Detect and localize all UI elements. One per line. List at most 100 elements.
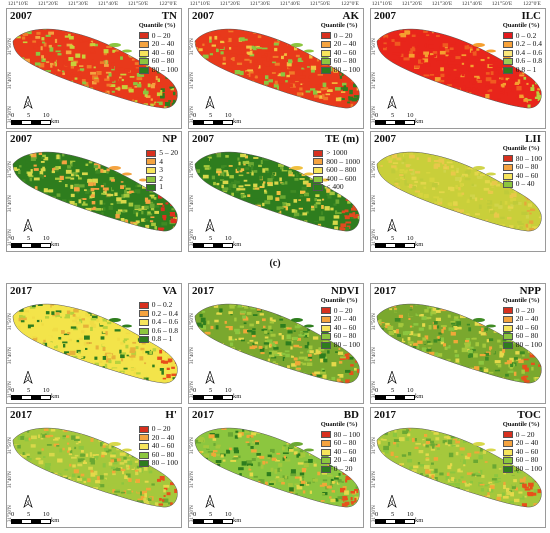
legend-label: 80 – 100 [515,153,542,163]
legend-swatch [502,431,513,439]
scale-tick: 5 [209,112,213,119]
panel-title: H' [165,409,177,421]
panel-year: 2017 [10,285,32,297]
legend-label: 800 – 1000 [326,156,360,166]
legend-swatch [502,32,513,40]
islet [122,49,132,53]
scale-tick: 5 [391,511,395,518]
legend-label: 60 – 80 [151,449,175,459]
legend-label: 0.4 – 0.6 [151,317,178,327]
island-fill [13,428,178,508]
legend-label: 40 – 60 [151,441,175,451]
map-panel-toc-2017: 2017 TOC Quantile (%) 0 – 20 20 – 40 40 – 60 6… [370,407,546,528]
legend-label: 60 – 80 [333,438,357,448]
islet [291,166,303,170]
legend-label: 40 – 60 [151,47,175,57]
legend-entry: > 1000 [313,148,360,158]
lon-label: 121°40′E [97,1,119,7]
scale-tick: 10 [407,112,414,119]
legend-swatch [320,465,331,473]
scale-tick: 0 [11,112,15,119]
legend-entry: 40 – 60 [138,441,178,451]
map-legend: Quantile (%) 80 – 100 60 – 80 40 – 60 20 – 4… [320,421,360,474]
north-arrow-icon: N [23,94,33,112]
scale-unit: km [415,517,424,524]
islet [291,43,303,47]
lat-label: 31°40′N [8,195,13,212]
lat-label: 31°40′N [190,72,195,89]
island-map [376,303,542,384]
lat-label: 31°50′N [190,437,195,454]
islet [122,172,132,176]
map-legend: Quantile (%) 0 – 20 20 – 40 40 – 60 60 – 80 8… [320,297,360,350]
panel-title: TN [161,10,177,22]
legend-label: 40 – 60 [333,322,357,332]
legend-entry: 20 – 40 [320,314,360,324]
scale-unit: km [233,393,242,400]
lat-label: 31°40′N [8,471,13,488]
legend-entry: 0 – 20 [502,305,542,316]
legend-entry: 0 – 20 [320,464,360,474]
legend-label: 0 – 20 [333,305,353,315]
legend-label: 20 – 40 [151,432,175,442]
panel-title: AK [342,10,360,22]
scale-tick: 10 [43,387,50,394]
scale-bar: 0 5 10 km [193,235,253,248]
scale-tick: 0 [375,235,379,242]
legend-swatch [502,333,513,341]
legend-label: 0 – 20 [515,305,535,315]
legend-swatch [502,307,513,315]
legend-title: Quantile (%) [502,297,540,304]
legend-swatch [313,149,324,157]
scale-tick: 5 [27,112,31,119]
legend-label: 0.2 – 0.4 [515,39,542,49]
scale-bar: 0 5 10 km [193,511,253,524]
islet [291,442,303,446]
legend-label: 0.4 – 0.6 [515,47,542,57]
lon-labels-top-1: 121°10′E 121°20′E 121°30′E 121°40′E 121°50′E… [0,1,550,9]
island-map [194,28,360,109]
legend-label: 0 – 20 [151,30,171,40]
lon-label: 121°50′E [491,1,513,7]
legend-title: Quantile (%) [502,145,540,152]
legend-entry: 0.4 – 0.6 [502,47,542,58]
legend-label: 600 – 800 [326,165,357,175]
north-arrow-icon: N [23,493,33,511]
lon-label: 122°0′E [341,1,359,7]
map-panel-bd-2017: 2017 BD Quantile (%) 80 – 100 60 – 80 40 – 60… [188,407,364,528]
legend-label: 2 [159,173,163,183]
legend-label: 20 – 40 [333,314,357,324]
legend-label: 40 – 60 [333,446,357,456]
legend-swatch [146,158,157,166]
legend-swatch [502,439,513,447]
islet [304,49,314,53]
legend-entry: 40 – 60 [320,446,360,457]
lon-label: 121°20′E [219,1,241,7]
legend-entry: 400 – 600 [313,174,360,184]
north-label: N [25,101,30,107]
scale-tick: 0 [11,511,15,518]
legend-title: Quantile (%) [320,22,358,29]
legend-swatch [320,431,331,439]
lon-label: 122°0′E [159,1,177,7]
north-label: N [389,101,394,107]
scale-tick: 0 [193,387,197,394]
island-fill [13,29,178,109]
legend-swatch [138,425,149,433]
legend-swatch [313,175,324,183]
legend-swatch [320,40,331,48]
map-panel-np-2007: 2007 NP 5 – 20 4 3 2 1 31°50′N 31°40′N 31°30′N N 0 5… [6,131,182,252]
scale-unit: km [51,241,60,248]
scale-tick: 0 [375,511,379,518]
lat-label: 31°50′N [372,38,377,55]
legend-swatch [320,49,331,57]
scale-unit: km [51,517,60,524]
north-label: N [207,101,212,107]
legend-swatch [502,465,513,473]
legend-swatch [146,149,157,157]
legend-label: 0 – 20 [151,424,171,433]
scale-bar: 0 5 10 km [11,112,71,125]
legend-swatch [138,451,149,459]
legend-swatch [138,327,149,335]
scale-tick: 5 [27,511,31,518]
